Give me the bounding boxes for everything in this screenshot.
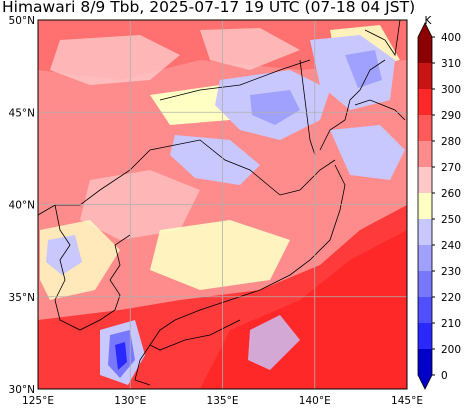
colorbar-tick-label: 260: [441, 188, 461, 200]
longitude-tick-label: 140°E: [299, 395, 331, 407]
longitude-tick-label: 125°E: [22, 395, 54, 407]
colorbar-tick-label: 0: [441, 370, 448, 382]
colorbar-bottom-extension: [418, 375, 432, 389]
colorbar-tick-label: 280: [441, 136, 461, 148]
colorbar-bin: [418, 271, 432, 298]
colorbar-bin: [418, 89, 432, 116]
longitude-tick-label: 145°E: [391, 395, 423, 407]
colorbar-tick-label: 270: [441, 162, 461, 174]
colorbar-bin: [418, 297, 432, 324]
colorbar-bin: [418, 63, 432, 90]
colorbar-tick-label: 200: [441, 344, 461, 356]
colorbar-bin: [418, 245, 432, 272]
colorbar-bin: [418, 167, 432, 194]
colorbar-tick-label: 250: [441, 214, 461, 226]
colorbar-tick-label: 290: [441, 110, 461, 122]
colorbar-tick-label: 230: [441, 266, 461, 278]
longitude-tick-label: 130°E: [114, 395, 146, 407]
colorbar-tick-label: 210: [441, 318, 461, 330]
colorbar-tick-label: 310: [441, 58, 461, 70]
colorbar-bin: [418, 193, 432, 220]
colorbar-tick-label: 220: [441, 292, 461, 304]
page-title: Himawari 8/9 Tbb, 2025-07-17 19 UTC (07-…: [2, 0, 416, 16]
colorbar-bin: [418, 141, 432, 168]
colorbar-tick-label: 300: [441, 84, 461, 96]
latitude-tick-label: 45°N: [9, 107, 35, 119]
latitude-tick-label: 40°N: [9, 200, 35, 212]
latitude-axis: 30°N 35°N 40°N 45°N 50°N: [9, 15, 35, 396]
colorbar-bin: [418, 115, 432, 142]
colorbar-bin: [418, 37, 432, 64]
colorbar-tick-label: 240: [441, 240, 461, 252]
colorbar-bin: [418, 219, 432, 246]
latitude-tick-label: 30°N: [9, 384, 35, 396]
colorbar-top-extension: [418, 23, 432, 37]
colorbar-bin: [418, 349, 432, 376]
colorbar-unit-label: K: [425, 15, 433, 27]
colorbar-ticks: 400 310 300 290 280 270 260 250 240 230 220 210 200 0: [432, 32, 461, 382]
longitude-axis: 125°E 130°E 135°E 140°E 145°E: [22, 395, 423, 407]
longitude-tick-label: 135°E: [207, 395, 239, 407]
colorbar-bin: [418, 323, 432, 350]
latitude-tick-label: 35°N: [9, 292, 35, 304]
latitude-tick-label: 50°N: [9, 15, 35, 27]
colorbar: [417, 22, 433, 390]
graticule: [38, 20, 407, 389]
colorbar-tick-label: 400: [441, 32, 461, 44]
map-frame: [37, 19, 408, 390]
